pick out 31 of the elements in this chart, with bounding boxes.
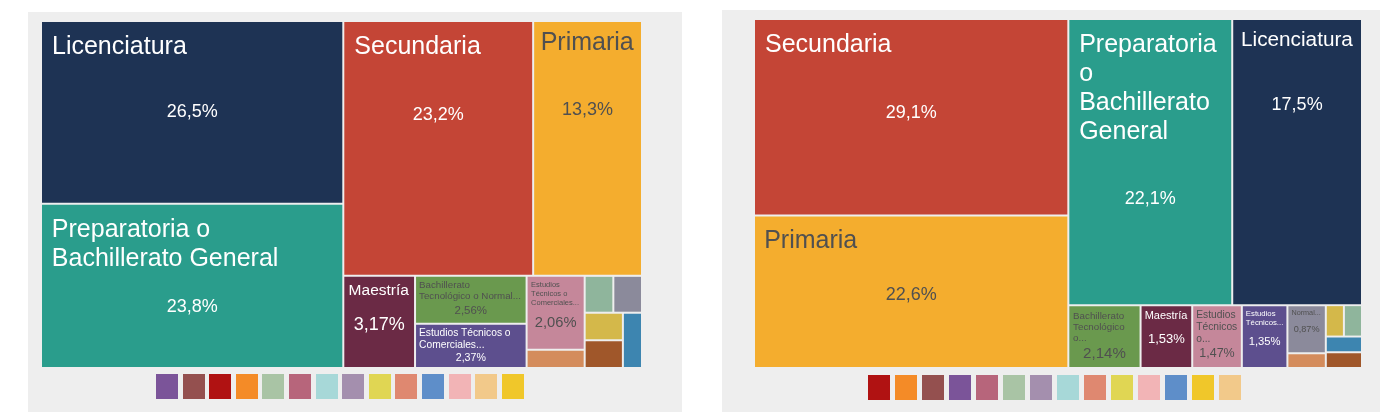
category-label: Maestría (1144, 308, 1189, 321)
category-label: Preparatoria o Bachillerato General (51, 214, 279, 271)
data-label: 3,17% (353, 313, 405, 334)
data-label: 2,56% (454, 303, 488, 316)
data-label: 22,6% (885, 284, 937, 305)
category-label: Secundaria (765, 29, 892, 58)
category-label: Primaria (764, 225, 858, 254)
data-label: 23,8% (166, 295, 218, 316)
data-label: 17,5% (1271, 94, 1323, 115)
data-label: 1,47% (1199, 346, 1235, 361)
data-label: 1,35% (1248, 335, 1281, 348)
data-label: 29,1% (885, 101, 937, 122)
category-label: Licenciatura (52, 31, 187, 60)
data-label: 26,5% (166, 100, 218, 121)
category-label: Estudios Técnicos o... (1196, 309, 1238, 344)
category-label: Primaria (540, 27, 634, 56)
category-label: Secundaria (354, 31, 481, 60)
data-label: 23,2% (412, 103, 464, 124)
category-label: Bachillerato Tecnológico o Normal... (419, 279, 521, 302)
category-label: Licenciatura (1241, 27, 1354, 51)
data-label: 2,14% (1083, 343, 1126, 361)
category-label: Bachillerato Tecnológico o... (1073, 309, 1126, 344)
data-label: 13,3% (562, 99, 614, 120)
data-label: 2,37% (455, 350, 487, 363)
category-label: Maestría (348, 280, 410, 298)
data-label: 1,53% (1147, 330, 1186, 346)
data-label: 2,06% (534, 313, 577, 330)
data-label: 0,87% (1293, 324, 1320, 335)
category-label: Estudios Técnicos o Comerciales... (419, 327, 511, 350)
category-label: Preparatoria o Bachillerato General (1079, 29, 1217, 144)
data-label: 22,1% (1124, 187, 1176, 208)
